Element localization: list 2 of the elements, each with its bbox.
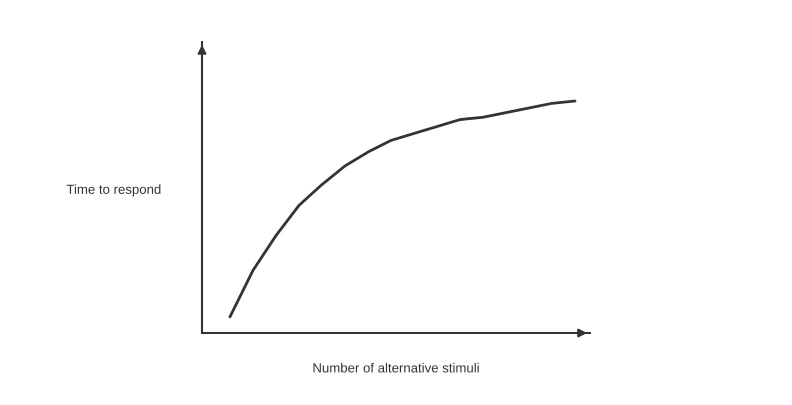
y-axis-title: Time to respond (66, 184, 160, 197)
x-axis-title: Number of alternative stimuli (313, 362, 479, 373)
